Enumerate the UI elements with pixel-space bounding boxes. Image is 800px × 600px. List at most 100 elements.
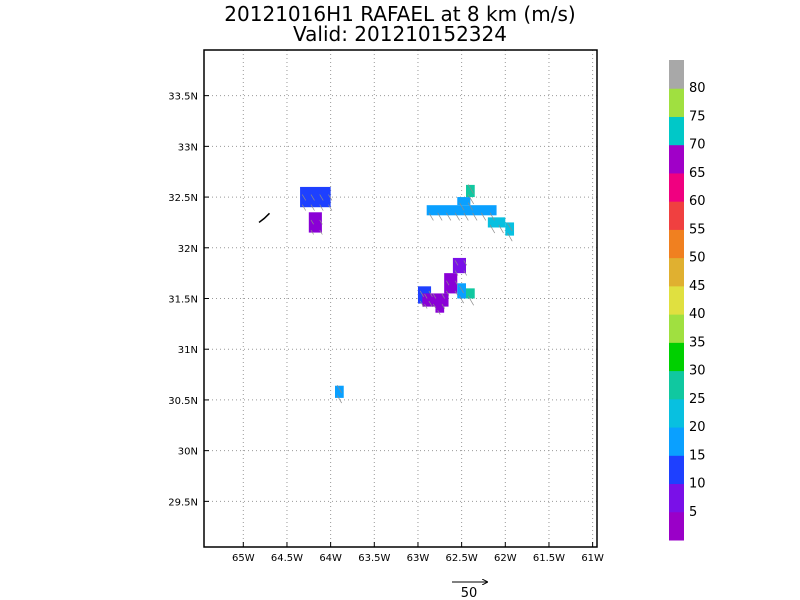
colorbar-label: 70 (689, 138, 706, 153)
wind-speed-patch (300, 186, 331, 208)
wind-speed-patch (435, 303, 445, 313)
wind-speed-patch (444, 273, 458, 294)
colorbar-segment (669, 201, 684, 230)
colorbar-segment (669, 314, 684, 343)
wind-speed-patch (457, 283, 466, 299)
colorbar-segment (669, 511, 684, 541)
coastline (258, 212, 271, 224)
wind-vector (489, 212, 495, 221)
wind-speed-patch (466, 288, 475, 299)
wind-vector (424, 293, 428, 299)
colorbar-label: 45 (689, 279, 706, 294)
wind-vectors (301, 184, 513, 404)
lat-tick-label: 30N (178, 447, 198, 458)
wind-vector (454, 280, 459, 286)
colorbar-segment (669, 483, 684, 513)
wind-vector (454, 260, 459, 266)
wind-vector (459, 202, 465, 211)
map-title: 20121016H1 RAFAEL at 8 km (m/s) (224, 2, 576, 26)
lon-tick-label: 61.5W (533, 553, 565, 564)
lat-tick-label: 30.5N (168, 396, 198, 407)
wind-vector (336, 395, 342, 404)
colorbar-segment (669, 427, 684, 456)
wind-vector (419, 290, 424, 298)
colorbar-segment (669, 370, 684, 400)
lon-tick-label: 63.5W (358, 553, 390, 564)
wind-vector (454, 212, 460, 221)
wind-patches (300, 184, 515, 398)
wind-vector (446, 212, 452, 221)
wind-vector (467, 194, 474, 205)
lon-tick-label: 64.5W (271, 553, 303, 564)
wind-vector (498, 224, 504, 234)
wind-vector (459, 295, 465, 304)
wind-vector (472, 212, 478, 221)
colorbar-segment (669, 116, 684, 146)
colorbar-label: 60 (689, 194, 706, 209)
lat-tick-label: 31.5N (168, 295, 198, 306)
wind-vector (437, 212, 443, 221)
lon-tick-label: 62.5W (446, 553, 478, 564)
wind-vector (432, 293, 437, 299)
colorbar-label: 55 (689, 222, 706, 237)
colorbar-segment (669, 257, 684, 287)
wind-vector (432, 303, 437, 309)
wind-vector (424, 303, 428, 309)
wind-vector (310, 219, 314, 225)
wind-vector (463, 260, 467, 266)
lat-tick-label: 29.5N (168, 497, 198, 508)
lon-tick-label: 62W (494, 553, 517, 564)
wind-vector (467, 202, 473, 211)
wind-vector (463, 212, 469, 221)
colorbar-segment (669, 342, 684, 372)
wind-vector (428, 212, 434, 221)
wind-vector (467, 295, 474, 306)
colorbar-label: 80 (689, 81, 706, 96)
wind-vector (437, 309, 441, 315)
wind-vector (428, 300, 433, 308)
wind-vector (454, 270, 459, 276)
grid-lines (204, 50, 597, 547)
scale-label: 50 (461, 586, 478, 600)
wind-speed-patch (466, 184, 475, 198)
colorbar-label: 10 (689, 477, 706, 492)
wind-vector (328, 194, 333, 201)
lon-tick-label: 63W (407, 553, 430, 564)
colorbar-label: 15 (689, 448, 706, 463)
wind-vector (319, 219, 323, 225)
wind-speed-patch (487, 217, 506, 228)
wind-vector (419, 300, 424, 308)
colorbar-segment (669, 285, 684, 315)
lat-tick-label: 33N (178, 142, 198, 153)
colorbar-label: 75 (689, 109, 706, 124)
colorbar-segment (669, 88, 684, 117)
wind-vector (489, 224, 496, 234)
map-subtitle: Valid: 201210152324 (293, 22, 507, 46)
wind-vector (301, 204, 307, 211)
lon-tick-label: 64W (319, 553, 342, 564)
colorbar-segment (669, 172, 684, 202)
wind-vector (310, 229, 314, 235)
bermuda-coastline (258, 212, 271, 224)
colorbar-segment (669, 229, 684, 259)
colorbar-segment (669, 144, 684, 174)
colorbar: 5 10 15 20 25 30 35 40 45 50 55 60 65 70 75 80 (669, 60, 706, 541)
colorbar-label: 35 (689, 335, 706, 350)
wind-vector (310, 204, 315, 211)
wind-vector (319, 194, 324, 201)
axis-ticks: 65W 64.5W 64W 63.5W 63W 62.5W 62W 61.5W 61W 29.5N… (168, 92, 604, 564)
lon-tick-label: 65W (232, 553, 255, 564)
wind-speed-patch (308, 212, 322, 233)
colorbar-label: 65 (689, 166, 706, 181)
wind-vector (336, 385, 342, 394)
wind-speed-patch (426, 205, 497, 216)
wind-vector (319, 229, 323, 235)
colorbar-segment (669, 398, 684, 428)
wind-vector (328, 204, 333, 211)
wind-vector (446, 280, 450, 286)
colorbar-label: 25 (689, 392, 706, 407)
wind-vector (310, 194, 315, 201)
wind-vector (454, 290, 459, 296)
colorbar-label: 5 (689, 505, 697, 520)
wind-vector (301, 194, 307, 201)
